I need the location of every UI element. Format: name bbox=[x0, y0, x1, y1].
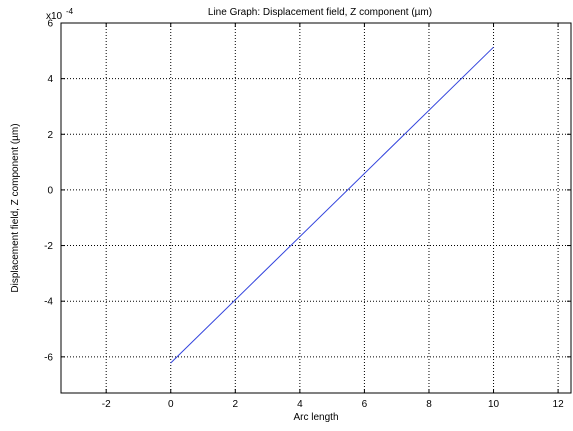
y-tick-label: 2 bbox=[47, 130, 53, 141]
x-tick-label: 4 bbox=[297, 399, 303, 410]
axis-ticks bbox=[61, 22, 571, 393]
y-tick-label: -4 bbox=[44, 297, 53, 308]
y-tick-label: 0 bbox=[47, 185, 53, 196]
y-axis-label: Displacement field, Z component (µm) bbox=[10, 123, 21, 292]
y-tick-label: -6 bbox=[44, 352, 53, 363]
series-layer bbox=[170, 46, 494, 364]
x-tick-label: 12 bbox=[553, 399, 565, 410]
x-tick-label: 0 bbox=[168, 399, 174, 410]
plot-frame bbox=[60, 22, 572, 394]
grid-lines bbox=[61, 23, 571, 393]
x-tick-label: 8 bbox=[426, 399, 432, 410]
y-tick-labels: -6 -4 -2 0 2 4 6 bbox=[44, 19, 53, 364]
x-tick-label: 10 bbox=[488, 399, 500, 410]
x-tick-label: -2 bbox=[102, 399, 111, 410]
y-tick-label: 6 bbox=[47, 19, 53, 30]
y-tick-label: -2 bbox=[44, 241, 53, 252]
x-tick-labels: -2 0 2 4 6 8 10 12 bbox=[102, 399, 564, 410]
series-line bbox=[170, 46, 494, 364]
y-scale-base: x10 bbox=[46, 11, 63, 22]
x-tick-label: 6 bbox=[362, 399, 368, 410]
chart-title: Line Graph: Displacement field, Z compon… bbox=[208, 7, 432, 18]
x-axis-label: Arc length bbox=[293, 412, 338, 423]
y-scale-exponent: -4 bbox=[66, 7, 74, 16]
x-tick-label: 2 bbox=[233, 399, 239, 410]
y-tick-label: 4 bbox=[47, 74, 53, 85]
